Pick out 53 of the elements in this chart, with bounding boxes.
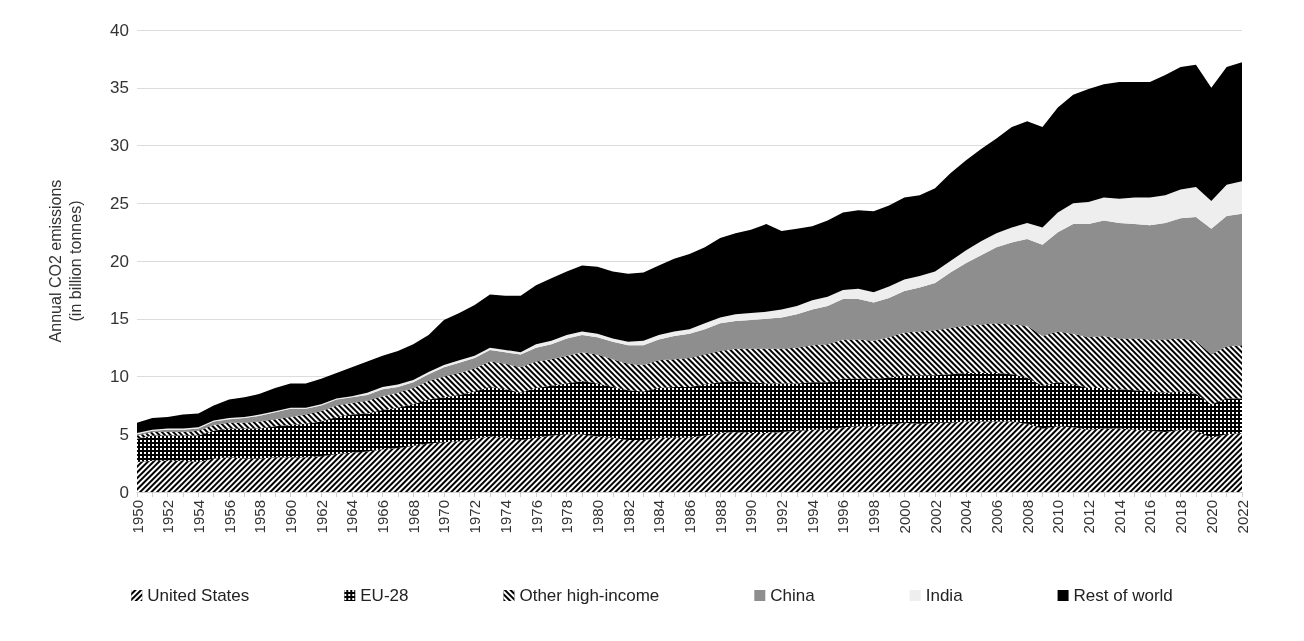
x-tick-label: 2012 bbox=[1080, 500, 1098, 534]
x-tick-label: 1980 bbox=[588, 500, 606, 534]
legend-label: United States bbox=[147, 586, 250, 605]
x-tick-label: 1976 bbox=[527, 500, 545, 534]
x-tick-label: 2008 bbox=[1018, 500, 1036, 534]
y-tick-label: 30 bbox=[110, 136, 129, 155]
x-tick-label: 2006 bbox=[987, 500, 1005, 534]
x-tick-label: 1982 bbox=[619, 500, 637, 534]
y-tick-label: 5 bbox=[119, 424, 129, 444]
y-tick-label: 0 bbox=[119, 482, 129, 502]
x-tick-label: 1988 bbox=[711, 500, 729, 534]
x-tick-label: 2000 bbox=[895, 500, 913, 534]
x-tick-label: 1950 bbox=[128, 500, 146, 534]
x-tick-label: 2014 bbox=[1110, 500, 1128, 534]
x-tick-label: 1962 bbox=[312, 500, 330, 534]
x-tick-label: 1968 bbox=[404, 500, 422, 534]
x-tick-label: 1966 bbox=[374, 500, 392, 534]
x-tick-label: 2020 bbox=[1202, 500, 1220, 534]
x-tick-label: 1972 bbox=[466, 500, 484, 534]
y-tick-label: 15 bbox=[110, 309, 129, 329]
x-tick-label: 2004 bbox=[957, 500, 975, 534]
x-tick-label: 1992 bbox=[773, 500, 791, 534]
x-tick-label: 1986 bbox=[681, 500, 698, 534]
x-tick-label: 2016 bbox=[1141, 500, 1159, 534]
x-tick-label: 1954 bbox=[189, 500, 207, 534]
x-tick-label: 1952 bbox=[159, 500, 177, 534]
legend-label: Other high-income bbox=[519, 586, 660, 605]
x-tick-label: 1956 bbox=[220, 500, 238, 534]
x-tick-label: 2010 bbox=[1049, 500, 1067, 534]
legend-label: EU-28 bbox=[360, 586, 409, 605]
y-tick-label: 40 bbox=[110, 20, 129, 40]
x-tick-label: 1996 bbox=[834, 500, 852, 534]
legend-label: India bbox=[925, 586, 964, 605]
y-tick-label: 20 bbox=[110, 251, 129, 271]
x-tick-label: 1964 bbox=[343, 500, 361, 534]
y-axis-title: Annual CO2 emissions (in billion tonnes) bbox=[46, 179, 84, 343]
y-tick-label: 35 bbox=[110, 78, 129, 98]
x-tick-label: 2018 bbox=[1172, 500, 1190, 534]
x-tick-label: 1974 bbox=[496, 500, 514, 534]
y-tick-label: 25 bbox=[110, 193, 129, 213]
x-tick-label: 1958 bbox=[251, 500, 269, 534]
legend-label: China bbox=[770, 586, 816, 605]
x-tick-label: 1970 bbox=[435, 500, 453, 534]
x-tick-label: 2002 bbox=[926, 500, 944, 534]
y-tick-label: 10 bbox=[110, 367, 129, 386]
legend-label: Rest of world bbox=[1073, 586, 1173, 605]
x-tick-label: 1960 bbox=[281, 500, 299, 534]
x-tick-label: 1994 bbox=[803, 500, 821, 534]
x-tick-label: 1998 bbox=[865, 500, 883, 534]
x-tick-label: 1990 bbox=[742, 500, 760, 534]
x-tick-label: 1978 bbox=[558, 500, 576, 534]
x-tick-label: 2022 bbox=[1233, 500, 1251, 534]
x-tick-label: 1984 bbox=[650, 500, 668, 534]
